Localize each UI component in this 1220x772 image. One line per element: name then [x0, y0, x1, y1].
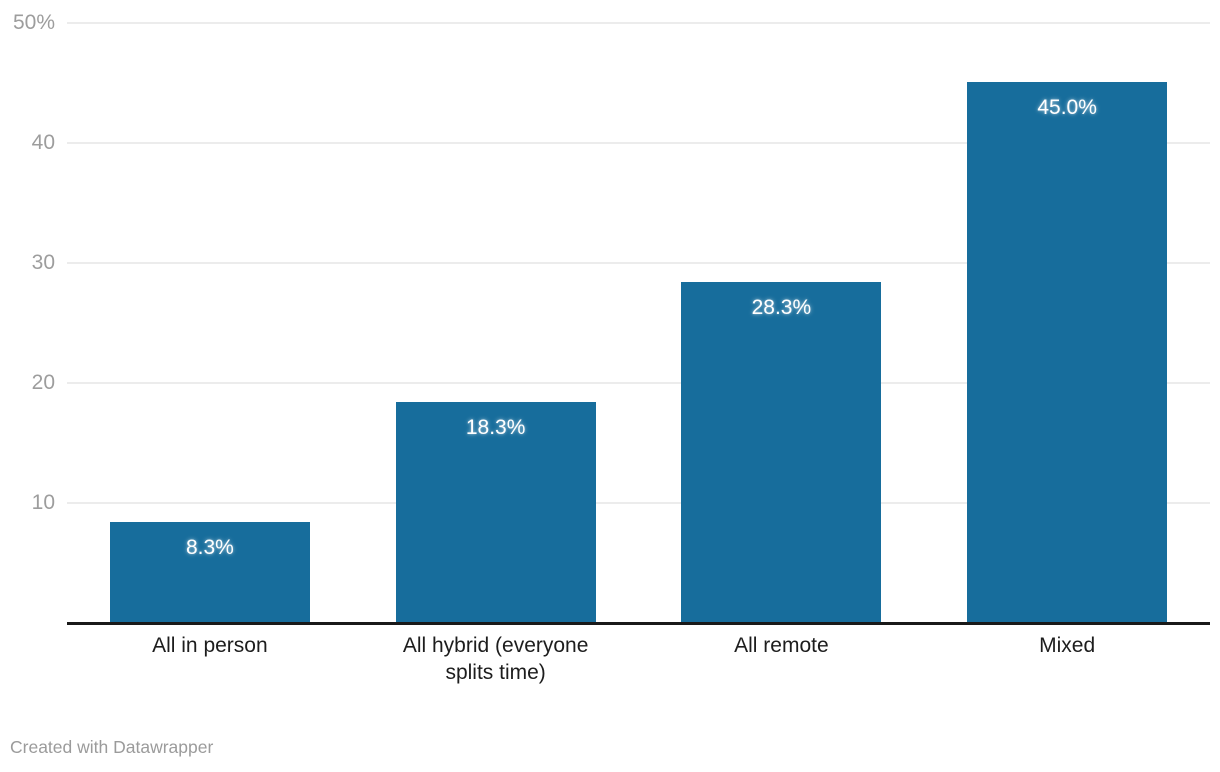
- attribution: Created with Datawrapper: [10, 736, 213, 758]
- y-tick-label: 40: [31, 131, 55, 154]
- bar-3: 28.3%: [681, 282, 882, 622]
- x-axis-line: [67, 622, 1210, 625]
- bar-value-label: 28.3%: [751, 296, 812, 320]
- bar-value-label: 18.3%: [465, 416, 526, 440]
- gridline-20: [67, 382, 1210, 384]
- y-tick-label: 50%: [12, 11, 55, 34]
- x-category-label: All remote: [734, 634, 829, 657]
- x-category-label: Mixed: [1039, 634, 1096, 657]
- bar-4: 45.0%: [967, 82, 1168, 622]
- gridline-40: [67, 142, 1210, 144]
- gridline-30: [67, 262, 1210, 264]
- bar-value-label: 8.3%: [185, 536, 234, 560]
- datawrapper-attribution-link[interactable]: Created with Datawrapper: [10, 737, 214, 757]
- y-tick-label: 10: [31, 491, 55, 514]
- y-tick-label: 30: [31, 251, 55, 274]
- bar-1: 8.3%: [109, 522, 310, 622]
- gridline-50: [67, 22, 1210, 24]
- y-tick-label: 20: [31, 371, 55, 394]
- bar-2: 18.3%: [395, 402, 596, 622]
- x-category-label: All in person: [152, 634, 268, 657]
- gridline-10: [67, 502, 1210, 504]
- x-category-label: All hybrid (everyone splits time): [402, 634, 589, 684]
- bar-value-label: 45.0%: [1037, 96, 1097, 119]
